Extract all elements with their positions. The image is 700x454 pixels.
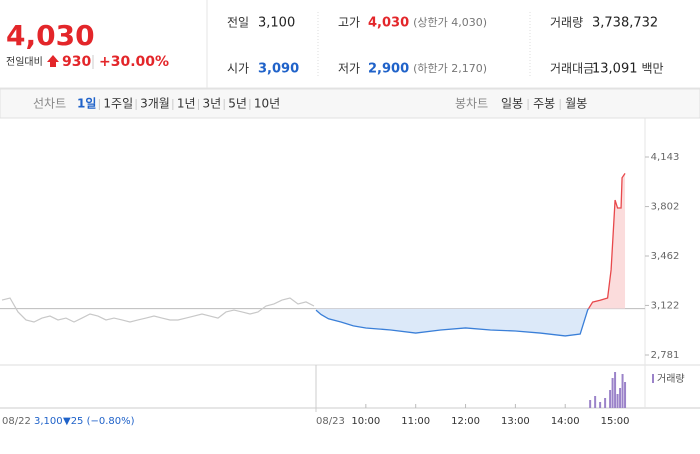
- stat-label: 저가: [338, 62, 360, 76]
- tab[interactable]: 주봉: [533, 97, 555, 111]
- stat-unit: 백만: [642, 62, 664, 76]
- tab[interactable]: 일봉: [501, 97, 523, 111]
- stat-note: (상한가 4,030): [413, 16, 487, 29]
- x-tick-label: 14:00: [551, 416, 580, 427]
- tab[interactable]: 월봉: [565, 97, 587, 111]
- change: 930: [62, 54, 91, 70]
- price: 4,030: [6, 19, 95, 52]
- stat-note: (하한가 2,170): [413, 61, 487, 75]
- line-up: [587, 173, 626, 309]
- x-tick-label: 15:00: [601, 416, 630, 427]
- x-tick-label: 11:00: [401, 416, 430, 427]
- stat-value: 13,091: [592, 62, 638, 77]
- stat-label: 시가: [227, 62, 249, 76]
- legend-swatch: [652, 374, 654, 383]
- stat-value: 4,030: [368, 16, 409, 31]
- line-down: [315, 308, 590, 337]
- change-label: 전일대비: [6, 56, 43, 68]
- y-tick-label: 3,122: [651, 300, 680, 311]
- y-tick-label: 4,143: [651, 152, 680, 163]
- prev-date: 08/22: [2, 416, 31, 427]
- volume-bar: [589, 400, 592, 408]
- volume-bar: [611, 378, 614, 408]
- prev-change: ▼25 (−0.80%): [63, 416, 135, 427]
- tab[interactable]: 1일: [77, 97, 96, 111]
- x-tick-label: 12:00: [451, 416, 480, 427]
- volume-bar: [624, 382, 627, 408]
- tab[interactable]: 3년: [203, 97, 222, 111]
- area-down: [316, 308, 626, 336]
- tab[interactable]: 5년: [228, 97, 247, 111]
- stat-value: 2,900: [368, 62, 409, 77]
- stat-value: 3,090: [258, 62, 299, 77]
- tab-group-label: 선차트: [33, 97, 66, 111]
- x-tick-label: 13:00: [501, 416, 530, 427]
- volume-bar: [609, 390, 612, 408]
- prev-day-line: [1, 297, 315, 323]
- y-tick-label: 3,462: [651, 251, 680, 262]
- stat-label: 거래대금: [550, 62, 594, 76]
- date-label: 08/23: [316, 416, 345, 427]
- up-arrow: [47, 55, 59, 67]
- tab[interactable]: 1년: [177, 97, 196, 111]
- volume-bar: [614, 372, 617, 408]
- y-tick-label: 2,781: [651, 350, 680, 361]
- volume-bar: [621, 374, 624, 408]
- volume-bar: [599, 402, 602, 408]
- volume-bar: [616, 394, 619, 408]
- stat-value: 3,738,732: [592, 16, 658, 31]
- tab[interactable]: 10년: [254, 97, 280, 111]
- volume-bar: [619, 388, 622, 408]
- stat-value: 3,100: [258, 16, 295, 31]
- volume-bar: [594, 396, 597, 408]
- stat-label: 거래량: [550, 16, 583, 30]
- volume-bar: [604, 398, 607, 408]
- tab-bar: [0, 88, 700, 119]
- tab[interactable]: 1주일: [103, 97, 133, 111]
- y-tick-label: 3,802: [651, 202, 680, 213]
- tab-group-label: 봉차트: [455, 97, 488, 111]
- stat-label: 전일: [227, 16, 249, 30]
- area-up: [588, 173, 626, 309]
- stat-label: 고가: [338, 16, 360, 30]
- legend-label: 거래량: [657, 373, 685, 385]
- change-pct: +30.00%: [99, 54, 169, 70]
- prev-close: 3,100: [34, 416, 63, 427]
- x-tick-label: 10:00: [351, 416, 380, 427]
- tab[interactable]: 3개월: [140, 97, 170, 111]
